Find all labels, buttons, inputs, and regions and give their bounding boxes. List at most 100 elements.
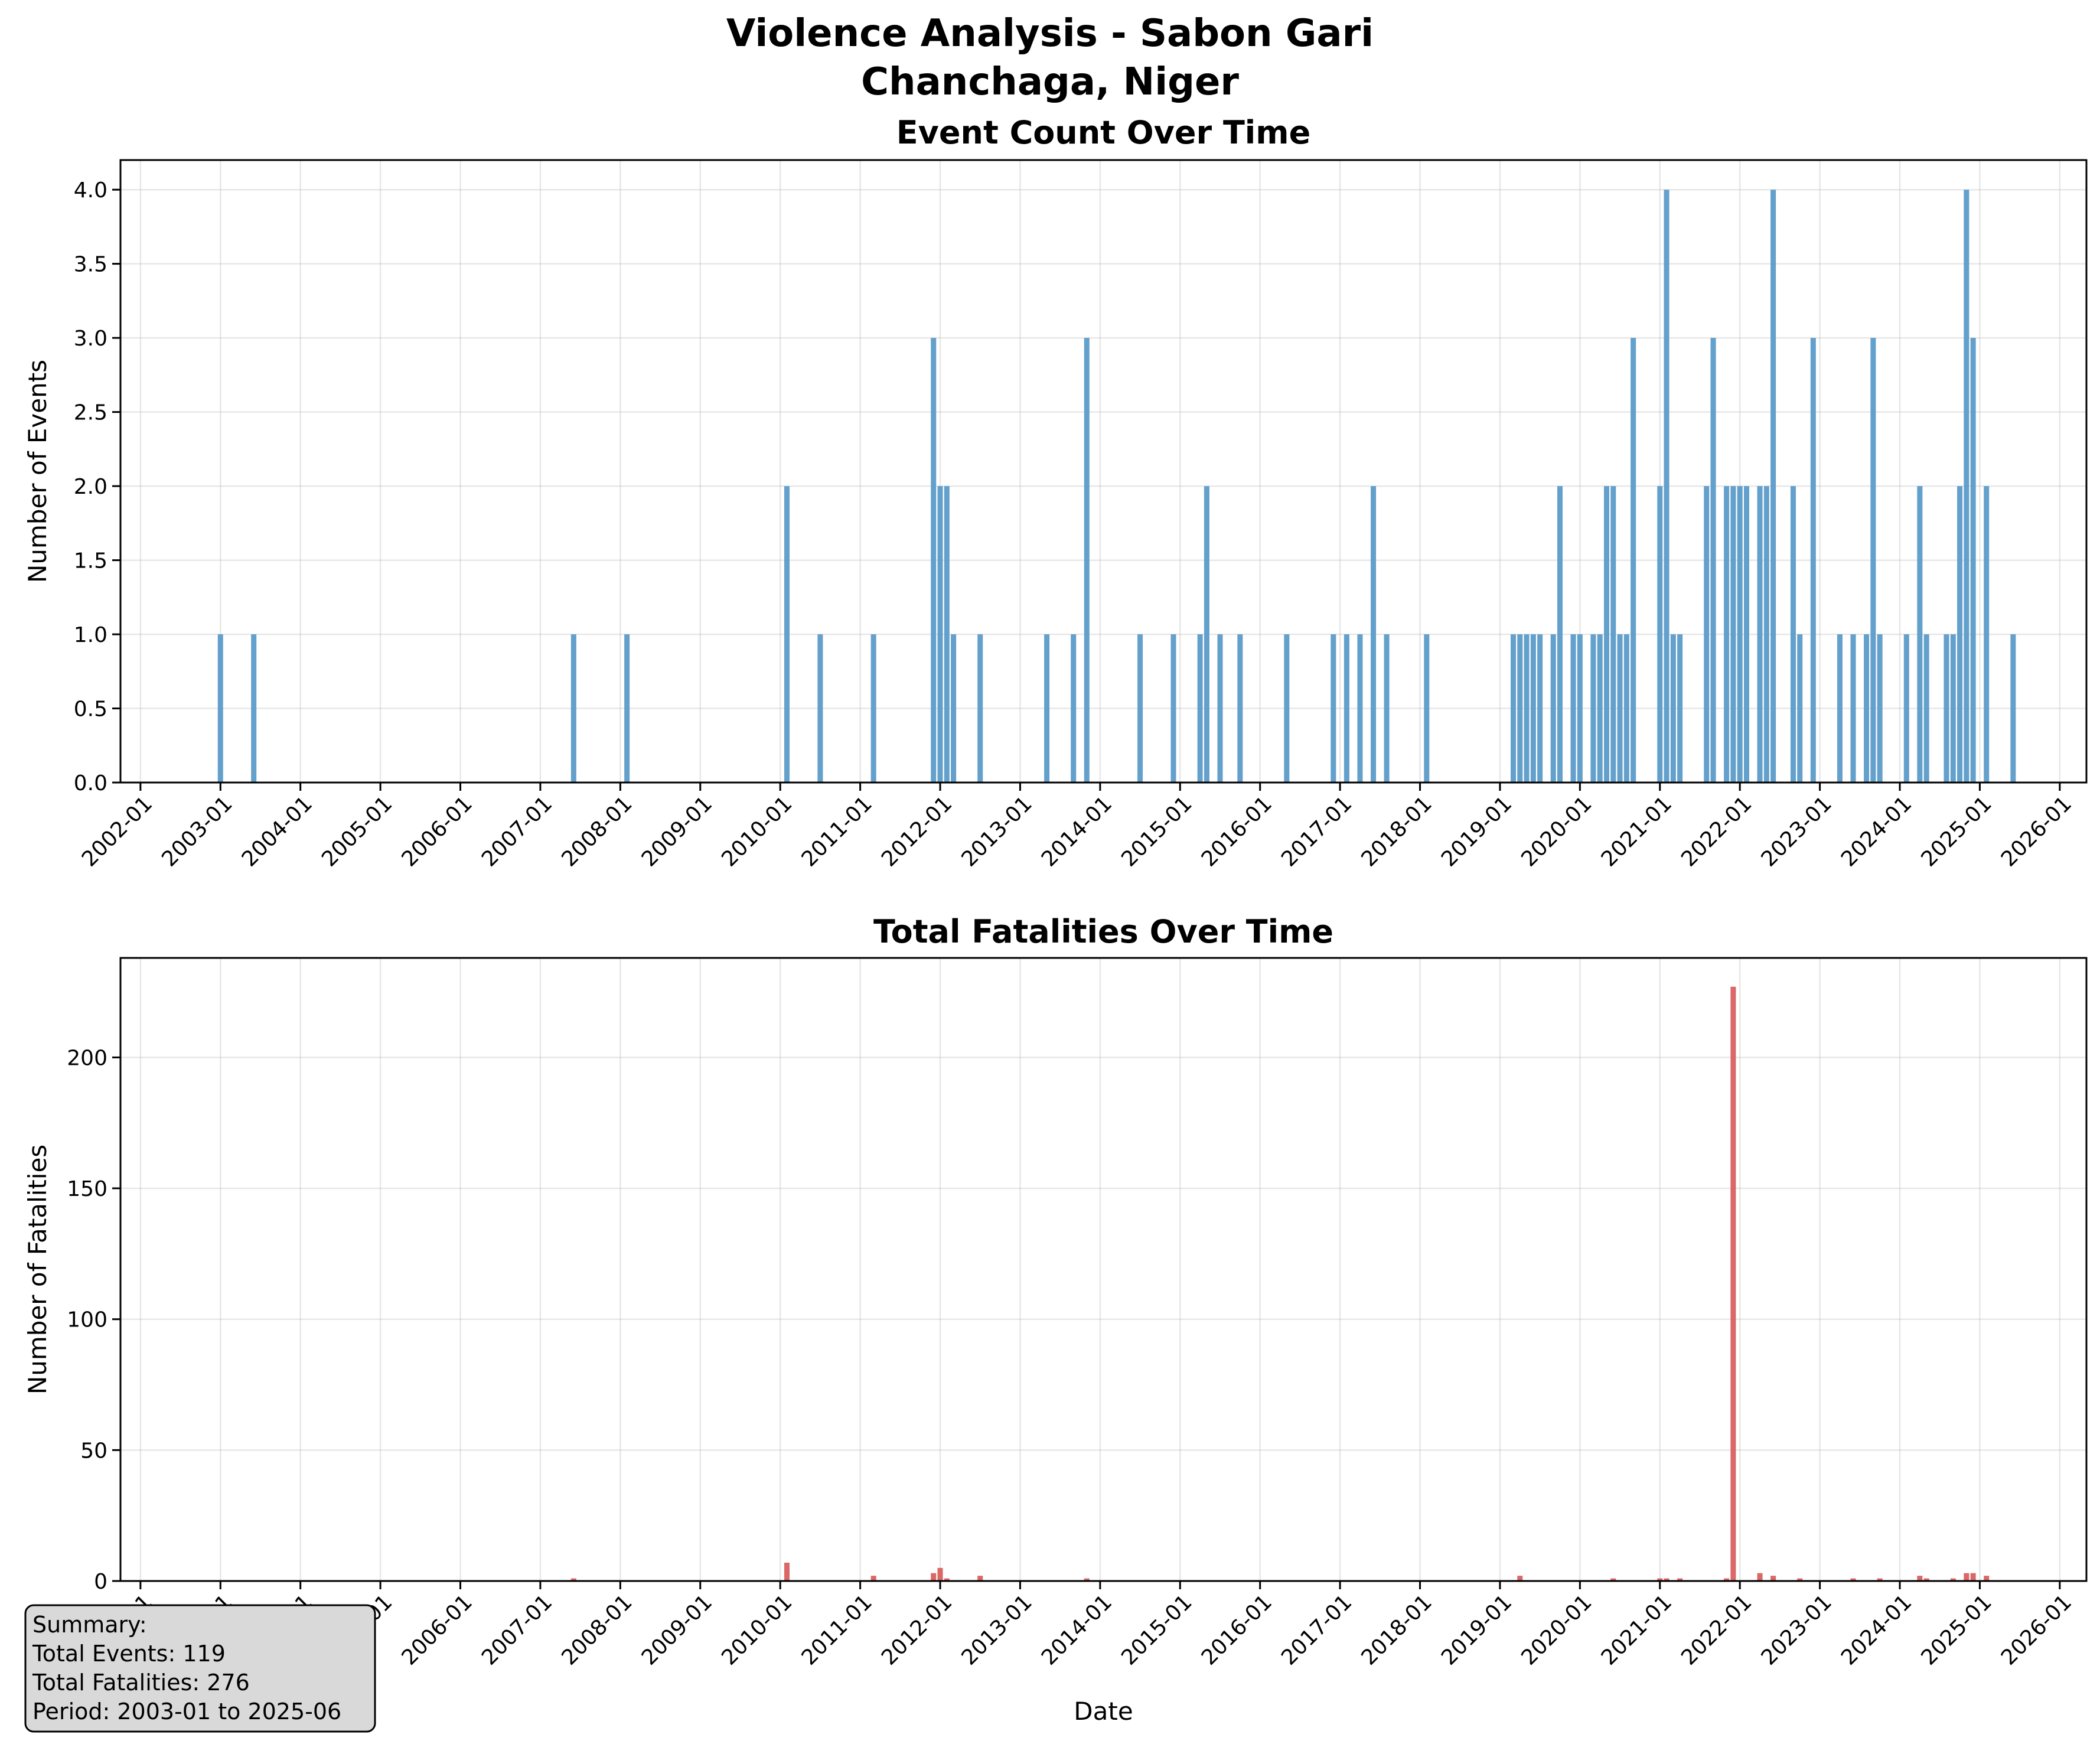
x-tick-label: 2008-01: [557, 1590, 637, 1670]
event-bar: [1870, 338, 1876, 783]
fatality-bar: [1923, 1578, 1929, 1581]
event-bar: [1237, 634, 1243, 783]
event-bar: [1957, 486, 1963, 783]
event-bar: [1357, 634, 1363, 783]
x-tick-label: 2006-01: [397, 1590, 477, 1670]
fatalities-chart: 2002-012003-012004-012005-012006-012007-…: [23, 913, 2088, 1726]
x-tick-label: 2014-01: [1037, 791, 1117, 871]
event-bar: [1084, 338, 1090, 783]
fatality-bar: [1970, 1573, 1976, 1581]
y-tick-label: 0.0: [74, 771, 107, 796]
fatality-bar: [937, 1567, 943, 1581]
event-bar: [1617, 634, 1623, 783]
fatality-bar: [1797, 1578, 1803, 1581]
event-bar: [1204, 486, 1209, 783]
x-tick-label: 2010-01: [717, 1590, 797, 1670]
x-tick-label: 2011-01: [797, 1590, 877, 1670]
plot-frame: [119, 957, 2088, 1582]
x-tick-label: 2019-01: [1437, 791, 1517, 871]
figure-title-line2: Chanchaga, Niger: [861, 60, 1239, 104]
summary-box-background: [24, 1604, 376, 1733]
event-bar: [1610, 486, 1616, 783]
fatality-bar: [784, 1562, 790, 1581]
event-bar: [1517, 634, 1523, 783]
event-bar: [931, 338, 937, 783]
event-bar: [1537, 634, 1543, 783]
event-bar: [1724, 486, 1730, 783]
event-bar: [1623, 634, 1629, 783]
event-bar: [1197, 634, 1203, 783]
event-bar: [1331, 634, 1336, 783]
x-tick-label: 2023-01: [1757, 791, 1837, 871]
x-tick-label: 2026-01: [1997, 1590, 2076, 1670]
fatality-bar: [570, 1578, 576, 1581]
event-bar: [2010, 634, 2016, 783]
event-bar: [1510, 634, 1517, 783]
event-bar: [784, 486, 790, 783]
event-bar: [1631, 338, 1636, 783]
summary-total-fatalities: Total Fatalities: 276: [32, 1670, 250, 1696]
event-bar: [1704, 486, 1710, 783]
event-bar: [1597, 634, 1603, 783]
event-bar: [1923, 634, 1929, 783]
x-tick-label: 2009-01: [637, 791, 717, 871]
x-tick-label: 2013-01: [957, 791, 1036, 871]
x-tick-label: 2023-01: [1757, 1590, 1837, 1670]
y-tick-label: 3.5: [74, 253, 107, 277]
event-bar: [1730, 486, 1736, 783]
fatality-bar: [1950, 1578, 1956, 1581]
x-tick-label: 2016-01: [1197, 1590, 1277, 1670]
y-tick-label: 0: [94, 1570, 107, 1594]
event-bar: [1071, 634, 1077, 783]
fatality-bar: [977, 1576, 983, 1581]
x-tick-label: 2005-01: [317, 791, 397, 871]
fatality-bar: [1757, 1573, 1763, 1581]
event-bar: [1964, 190, 1969, 783]
event-bar: [217, 634, 223, 783]
event-bar: [1790, 486, 1796, 783]
event-bar: [1877, 634, 1883, 783]
y-tick-label: 1.0: [74, 623, 107, 647]
x-tick-label: 2004-01: [237, 791, 317, 871]
x-tick-label: 2007-01: [477, 1590, 557, 1670]
x-tick-label: 2018-01: [1357, 1590, 1437, 1670]
x-tick-label: 2015-01: [1117, 791, 1196, 871]
x-tick-label: 2012-01: [877, 791, 957, 871]
y-tick-label: 4.0: [74, 178, 107, 203]
x-tick-label: 2002-01: [77, 791, 157, 871]
x-tick-label: 2021-01: [1597, 1590, 1677, 1670]
x-tick-label: 2024-01: [1837, 1590, 1916, 1670]
chart-title: Event Count Over Time: [896, 114, 1310, 151]
summary-heading: Summary:: [32, 1612, 147, 1638]
event-bar: [1170, 634, 1176, 783]
summary-box: Summary: Total Events: 119 Total Fatalit…: [24, 1604, 376, 1733]
x-tick-label: 2022-01: [1677, 1590, 1756, 1670]
x-tick-label: 2011-01: [797, 791, 877, 871]
fatality-bar: [1770, 1576, 1776, 1581]
summary-total-events: Total Events: 119: [32, 1641, 226, 1667]
events-chart: 2002-01 2003-01 2004-01 2005-01 2006-01 2007-…: [23, 114, 2088, 872]
fatality-bar: [1084, 1578, 1090, 1581]
event-bar: [944, 486, 950, 783]
x-tick-label: 2024-01: [1837, 791, 1916, 871]
x-tick-label: 2018-01: [1357, 791, 1437, 871]
x-tick-label: 2010-01: [717, 791, 797, 871]
x-tick-label: 2015-01: [1117, 1590, 1196, 1670]
event-bar: [1344, 634, 1349, 783]
x-tick-label: 2020-01: [1517, 1590, 1596, 1670]
event-bar: [1524, 634, 1530, 783]
x-tick-label: 2014-01: [1037, 1590, 1117, 1670]
summary-period: Period: 2003-01 to 2025-06: [32, 1699, 341, 1725]
event-bar: [1284, 634, 1290, 783]
event-bar: [1217, 634, 1223, 783]
event-bar: [870, 634, 876, 783]
x-tick-label: 2019-01: [1437, 1590, 1517, 1670]
event-bar: [624, 634, 630, 783]
event-bar: [1743, 486, 1749, 783]
event-bar: [1810, 338, 1816, 783]
event-bar: [1757, 486, 1763, 783]
x-tick-label: 2012-01: [877, 1590, 957, 1670]
y-tick-label: 3.0: [74, 327, 107, 351]
event-bar: [1577, 634, 1583, 783]
fatality-bar: [870, 1576, 876, 1581]
